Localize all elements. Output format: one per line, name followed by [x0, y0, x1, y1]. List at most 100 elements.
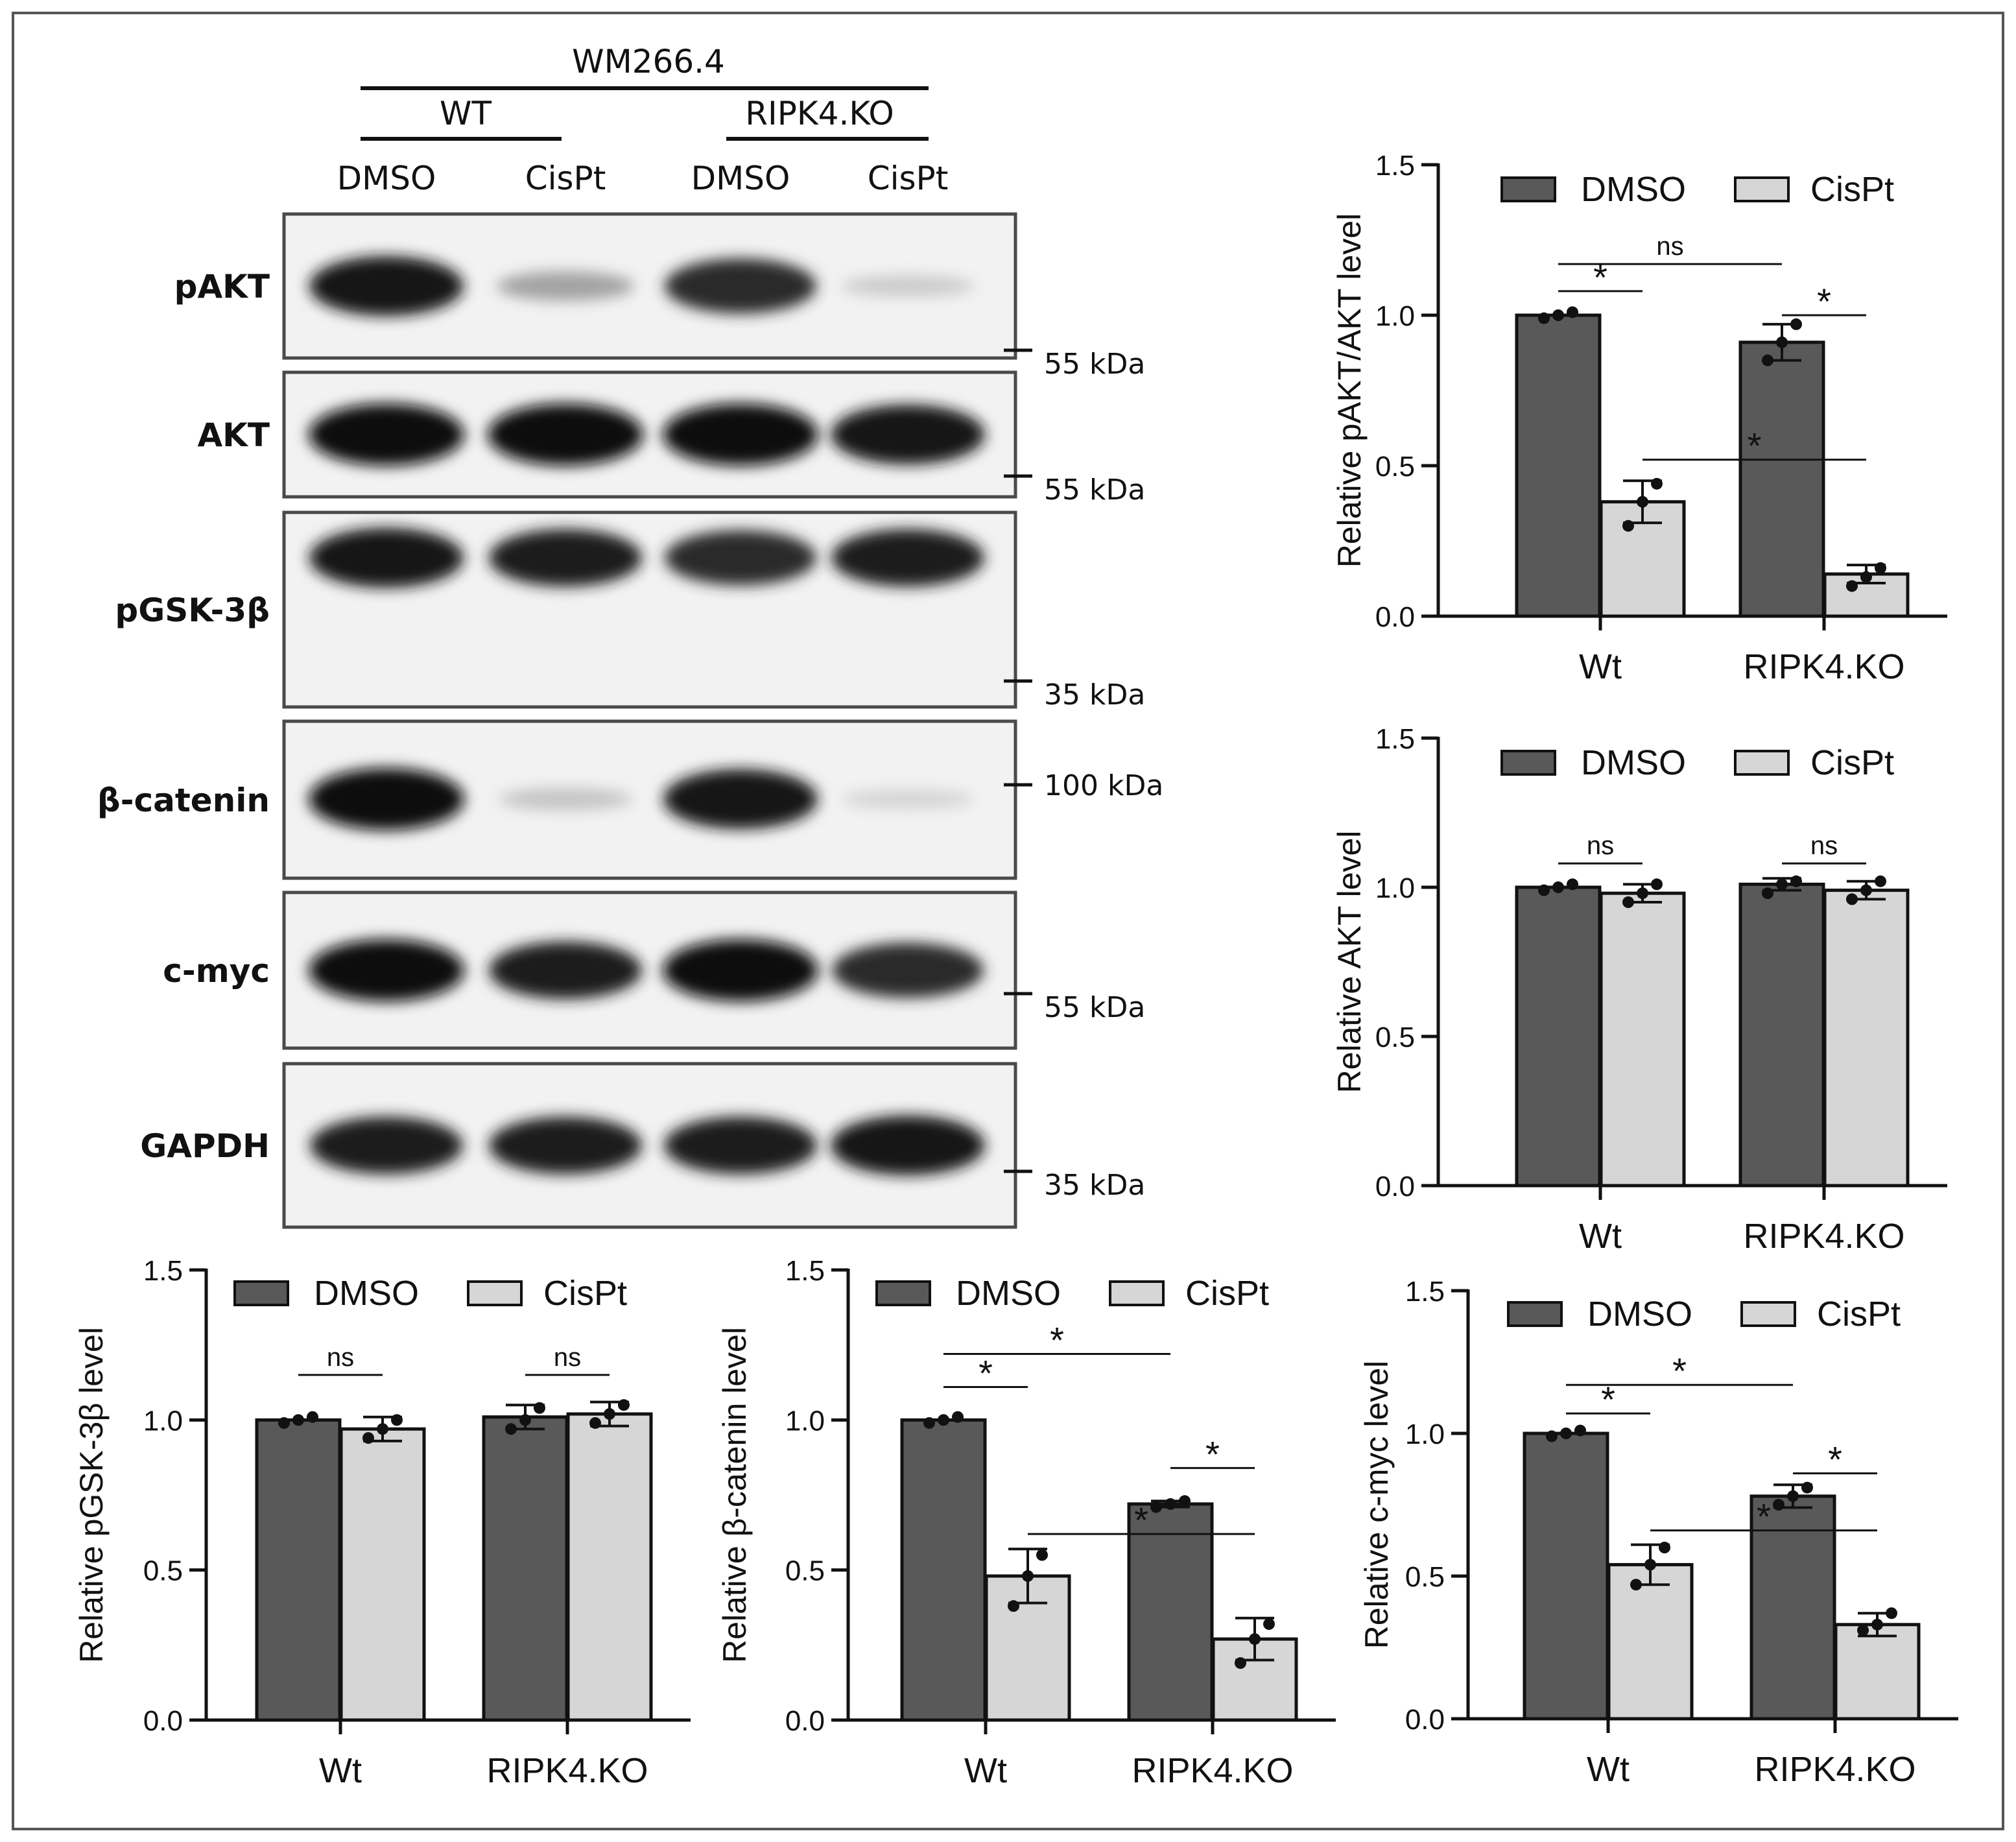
figure-border: [12, 12, 2004, 1830]
blot-panel: pGSK-3β 35 kDa: [115, 510, 1145, 712]
legend: DMSO CisPt: [1507, 1295, 1901, 1334]
blot-protein-label: AKT: [197, 416, 270, 454]
blot-band: [489, 1116, 642, 1175]
x-tick-label: RIPK4.KO: [1743, 1217, 1904, 1256]
significance-label: *: [1817, 281, 1831, 322]
y-tick-label: 1.5: [143, 1255, 183, 1287]
significance-label: *: [1757, 1496, 1771, 1537]
legend-label: CisPt: [1810, 743, 1894, 782]
data-point: [1567, 306, 1578, 318]
legend-swatch-cispt: [1109, 1280, 1165, 1306]
bar: [1515, 885, 1602, 1188]
x-tick-label: RIPK4.KO: [1132, 1751, 1293, 1790]
legend-label: CisPt: [1185, 1274, 1269, 1313]
bar: [1834, 1623, 1921, 1721]
blot-band: [831, 1115, 985, 1176]
blot-band: [499, 787, 632, 811]
bar: [255, 1418, 342, 1722]
legend-swatch-dmso: [875, 1280, 931, 1306]
data-point: [1567, 878, 1578, 891]
data-point: [1644, 1559, 1656, 1571]
bar: [1738, 882, 1825, 1188]
data-point: [1875, 562, 1886, 574]
data-point: [1249, 1633, 1261, 1645]
y-tick-label: 0.0: [143, 1705, 183, 1737]
blot-header: WM266.4 WT RIPK4.KO DMSO CisPt DMSO CisP…: [337, 43, 949, 197]
y-tick-label: 1.5: [1375, 723, 1415, 755]
significance-label: ns: [327, 1343, 354, 1372]
x-tick-label: Wt: [1579, 647, 1622, 686]
data-point: [391, 1414, 403, 1426]
blot-band: [842, 789, 974, 809]
blot-band: [489, 941, 642, 999]
data-point: [1846, 893, 1858, 905]
blot-panel: β-catenin 100 kDa: [97, 719, 1163, 880]
bar: [900, 1418, 987, 1722]
blot-band: [831, 529, 984, 587]
data-point: [1787, 1490, 1799, 1502]
data-point: [1651, 878, 1663, 891]
y-tick-label: 0.0: [1375, 1171, 1415, 1202]
data-point: [952, 1411, 964, 1423]
molecular-weight-label: 55 kDa: [1044, 348, 1145, 381]
x-tick-label: Wt: [964, 1751, 1007, 1790]
data-point: [1022, 1570, 1034, 1582]
y-tick-label: 0.5: [143, 1555, 183, 1587]
blot-protein-label: pAKT: [174, 268, 270, 305]
bar: [1823, 889, 1910, 1188]
data-point: [1860, 571, 1872, 583]
data-point: [377, 1423, 388, 1435]
significance-label: *: [1748, 425, 1762, 466]
y-tick-label: 1.0: [1375, 300, 1415, 332]
x-tick-label: RIPK4.KO: [1754, 1750, 1915, 1789]
data-point: [1235, 1657, 1246, 1669]
bar: [1599, 891, 1686, 1188]
data-point: [1263, 1618, 1275, 1630]
legend-swatch-cispt: [467, 1280, 523, 1306]
significance-label: ns: [1656, 232, 1683, 261]
data-point: [362, 1432, 374, 1444]
blot-band: [841, 275, 975, 297]
x-tick-label: RIPK4.KO: [1743, 647, 1904, 686]
data-point: [1165, 1498, 1176, 1510]
data-point: [1871, 1618, 1883, 1631]
bar: [1607, 1562, 1694, 1721]
y-tick-label: 1.0: [143, 1405, 183, 1437]
bar: [339, 1427, 426, 1722]
data-point: [1008, 1600, 1019, 1612]
bar-charts: 0.0 0.5 1.0 1.5 Wt RIPK4.KO Relative pAKT/AKT …: [73, 150, 1958, 1790]
y-tick-label: 0.0: [1375, 601, 1415, 633]
data-point: [292, 1414, 304, 1426]
cell-line-label: WM266.4: [572, 43, 725, 80]
y-axis-title: Relative pAKT/AKT level: [1331, 213, 1368, 568]
legend-label: CisPt: [1817, 1295, 1901, 1334]
blot-band: [665, 258, 816, 314]
legend-label: DMSO: [956, 1274, 1061, 1313]
chart-akt: 0.0 0.5 1.0 1.5 Wt RIPK4.KO Relative AKT level…: [1331, 723, 1947, 1256]
blot-band: [663, 769, 818, 830]
blot-band: [664, 1116, 817, 1175]
data-point: [1538, 884, 1550, 896]
data-point: [1776, 336, 1788, 348]
data-point: [1846, 580, 1858, 592]
data-point: [589, 1417, 601, 1429]
blot-band: [309, 403, 464, 466]
data-point: [618, 1399, 630, 1411]
data-point: [1860, 884, 1872, 896]
y-axis-title: Relative AKT level: [1331, 831, 1368, 1094]
blot-panel: pAKT 55 kDa: [174, 212, 1145, 381]
significance-label: *: [1050, 1320, 1064, 1361]
blot-protein-label: pGSK-3β: [115, 592, 270, 629]
data-point: [1790, 318, 1802, 330]
legend-swatch-cispt: [1734, 176, 1790, 202]
significance-label: *: [978, 1352, 993, 1393]
y-tick-label: 1.5: [785, 1255, 825, 1287]
data-point: [1179, 1495, 1191, 1507]
significance-label: ns: [554, 1343, 581, 1372]
molecular-weight-label: 55 kDa: [1044, 473, 1145, 507]
y-tick-label: 1.5: [1405, 1276, 1445, 1308]
blot-band: [309, 527, 464, 588]
data-point: [1659, 1542, 1670, 1553]
chart-pgsk: 0.0 0.5 1.0 1.5 Wt RIPK4.KO Relative pGSK-3β l…: [73, 1255, 691, 1790]
